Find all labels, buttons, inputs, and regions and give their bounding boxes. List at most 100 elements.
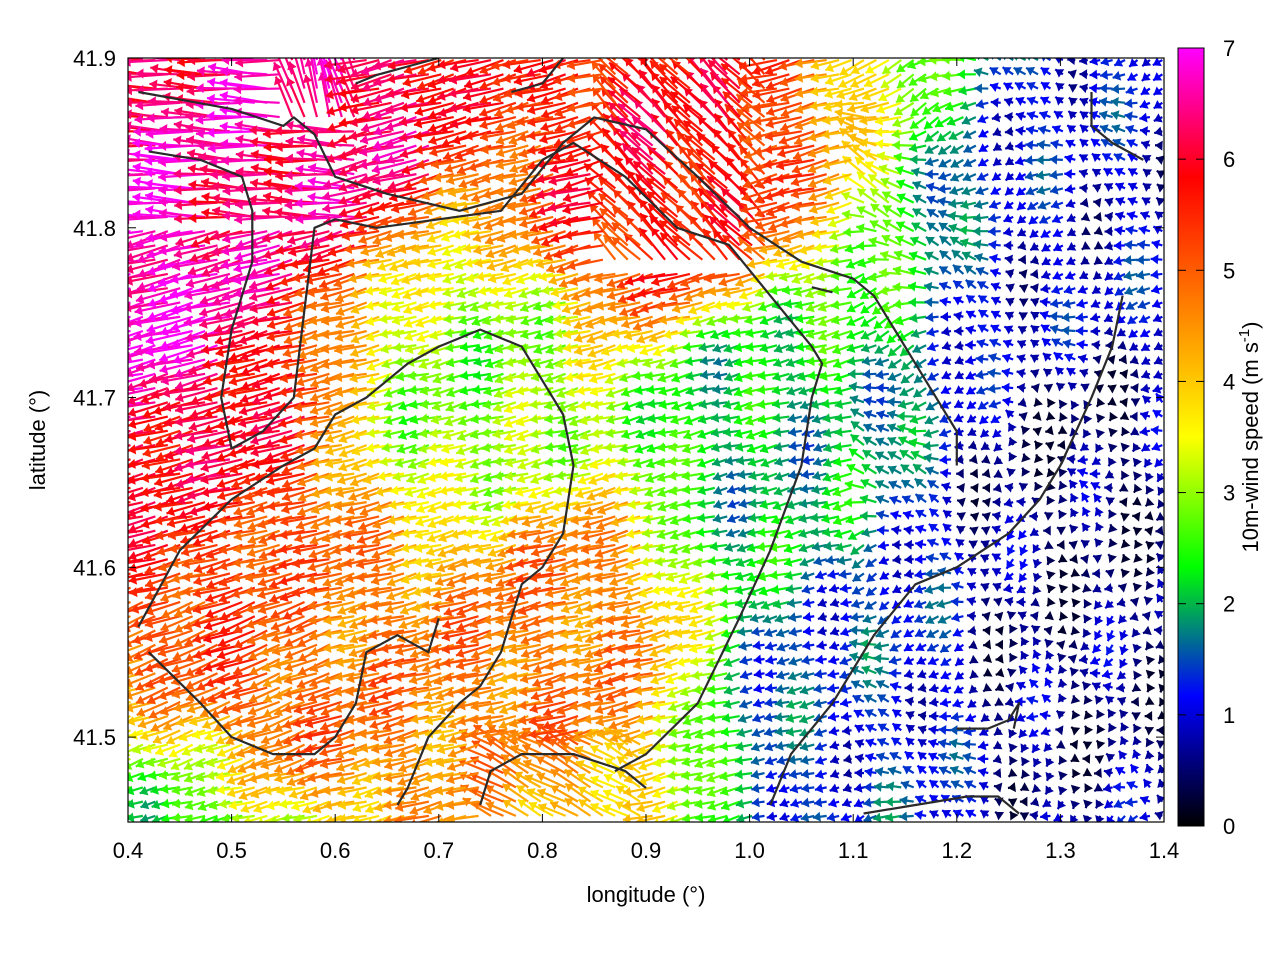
wind-arrow [1082, 767, 1093, 777]
wind-arrow [801, 584, 815, 595]
wind-arrow [368, 814, 392, 822]
wind-arrow [1090, 326, 1101, 337]
wind-arrow [1064, 168, 1076, 179]
wind-arrow [636, 800, 666, 813]
wind-arrow [1089, 468, 1101, 479]
wind-arrow [903, 525, 914, 536]
wind-arrow [1064, 154, 1076, 164]
wind-arrow [1094, 755, 1105, 765]
wind-arrow [1030, 597, 1040, 607]
y-tick-label: 41.5 [73, 725, 116, 750]
wind-arrow [369, 715, 405, 730]
wind-arrow [383, 772, 417, 783]
wind-arrow [976, 338, 989, 349]
wind-arrow [1003, 58, 1014, 61]
wind-arrow [827, 711, 840, 722]
wind-arrow [1052, 270, 1064, 281]
wind-arrow [900, 479, 915, 489]
wind-arrow [1117, 696, 1127, 707]
wind-arrow [987, 368, 1001, 378]
wind-arrow [982, 653, 993, 664]
wind-arrow [1131, 627, 1141, 638]
wind-arrow [1140, 442, 1151, 452]
wind-arrow [1046, 584, 1056, 594]
wind-arrow [889, 751, 902, 761]
wind-arrow [1014, 156, 1026, 166]
wind-arrow [445, 786, 479, 797]
wind-arrow [1104, 469, 1115, 479]
wind-arrow [912, 194, 927, 204]
wind-arrow [1081, 681, 1092, 691]
wind-arrow [840, 812, 852, 822]
wind-arrow [1015, 111, 1026, 121]
wind-arrow [306, 814, 330, 822]
wind-arrow [939, 711, 952, 722]
wind-arrow [1003, 97, 1014, 107]
wind-arrow [849, 395, 865, 405]
wind-arrow [876, 693, 890, 703]
wind-arrow [1005, 283, 1015, 293]
wind-arrow [1139, 99, 1151, 109]
wind-arrow [722, 699, 740, 709]
wind-arrow [128, 415, 131, 419]
wind-arrow [939, 779, 952, 790]
wind-arrow [863, 382, 877, 393]
wind-arrow [800, 571, 815, 581]
wind-arrow [938, 428, 952, 438]
wind-arrow [799, 685, 815, 695]
wind-arrow [1110, 97, 1126, 107]
wind-arrow [634, 699, 666, 710]
wind-arrow [787, 612, 802, 623]
wind-arrow [1020, 425, 1031, 436]
wind-arrow [712, 513, 728, 524]
wind-arrow [1139, 112, 1151, 123]
wind-arrow [1152, 225, 1163, 235]
wind-arrow [1114, 225, 1126, 236]
wind-arrow [1129, 355, 1139, 365]
wind-arrow [485, 785, 517, 803]
wind-arrow [1030, 796, 1040, 807]
wind-arrow [886, 409, 902, 420]
wind-arrow [1014, 696, 1026, 707]
wind-arrow [1028, 728, 1039, 738]
wind-arrow [1107, 443, 1118, 453]
wind-arrow [1049, 154, 1063, 165]
wind-arrow [1078, 479, 1089, 490]
wind-arrow [623, 786, 653, 797]
wind-arrow [940, 468, 952, 479]
wind-arrow [1017, 397, 1027, 408]
wind-arrow [550, 768, 579, 789]
wind-arrow [1120, 539, 1131, 549]
wind-arrow [992, 428, 1002, 439]
wind-arrow [814, 669, 827, 679]
wind-arrow [1037, 125, 1051, 135]
wind-arrow [1130, 426, 1140, 436]
wind-arrow [1128, 58, 1139, 68]
wind-arrow [1080, 383, 1090, 393]
wind-arrow [877, 708, 890, 718]
wind-arrow [914, 795, 927, 805]
wind-arrow [1142, 168, 1153, 178]
wind-arrow [1093, 600, 1103, 610]
wind-arrow [847, 368, 864, 379]
wind-arrow [991, 525, 1002, 535]
wind-arrow [891, 525, 902, 536]
wind-arrow [486, 737, 517, 760]
wind-arrow [941, 370, 952, 380]
wind-arrow [1145, 540, 1155, 551]
wind-arrow [1119, 397, 1128, 408]
wind-arrow [923, 281, 939, 292]
wind-arrow [128, 472, 144, 481]
wind-arrow [411, 814, 442, 822]
wind-arrow [1066, 213, 1076, 223]
wind-arrow [989, 66, 1002, 76]
wind-arrow [1079, 83, 1089, 94]
wind-arrow [924, 584, 939, 595]
wind-arrow [949, 738, 964, 749]
wind-arrow [226, 772, 256, 785]
wind-arrow [1064, 353, 1076, 363]
wind-arrow [1066, 124, 1077, 134]
wind-arrow [799, 483, 815, 494]
wind-arrow [1045, 650, 1055, 660]
wind-arrow [1132, 483, 1143, 494]
